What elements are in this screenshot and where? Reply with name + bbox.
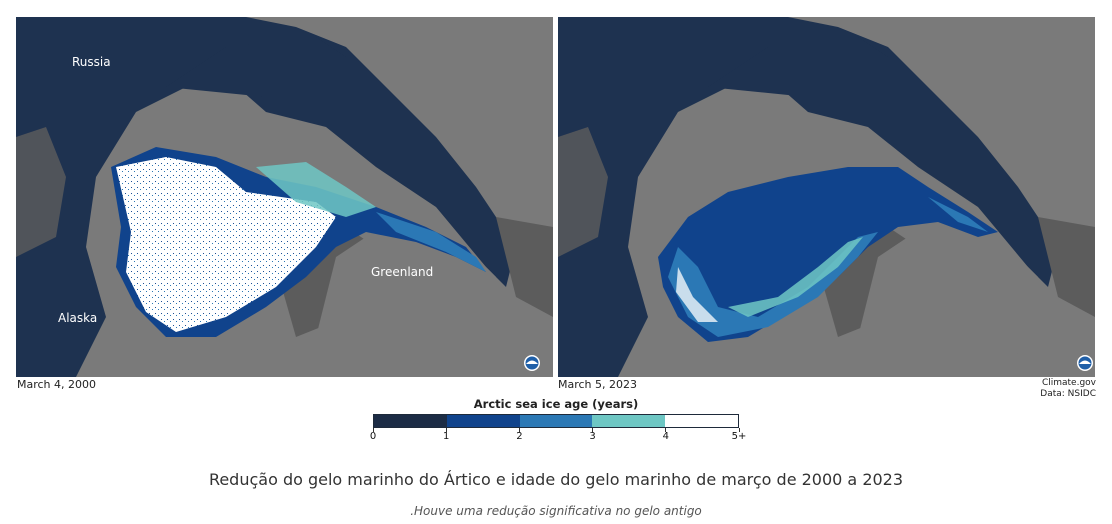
legend-color-bar — [373, 414, 739, 428]
legend-tick-label: 0 — [369, 431, 377, 442]
legend-segment — [665, 415, 738, 427]
label-greenland: Greenland — [371, 265, 434, 279]
legend-tick-mark — [665, 428, 667, 432]
date-label-2000: March 4, 2000 — [17, 378, 97, 391]
arctic-map-2000 — [16, 17, 553, 377]
figure-subcaption: .Houve uma redução significativa no gelo… — [410, 504, 702, 518]
legend-tick-label: 4 — [662, 431, 669, 442]
legend-tick-mark — [738, 428, 740, 432]
noaa-logo — [1077, 355, 1093, 371]
label-alaska: Alaska — [58, 311, 98, 325]
credit-nsidc: Data: NSIDC — [1040, 389, 1096, 399]
legend-tick-mark — [518, 428, 520, 432]
legend-segment — [374, 415, 447, 427]
credit-climate-gov: Climate.gov — [1041, 378, 1096, 388]
legend-segment — [519, 415, 593, 427]
legend-segment — [446, 415, 520, 427]
legend-segment — [592, 415, 666, 427]
legend-tick-mark — [372, 428, 374, 432]
legend-title: Arctic sea ice age (years) — [473, 397, 639, 411]
sea-ice-extent-2000 — [111, 147, 486, 337]
legend-tick-mark — [445, 428, 447, 432]
figure-caption: Redução do gelo marinho do Ártico e idad… — [208, 470, 904, 489]
legend-tick-label: 3 — [589, 431, 596, 442]
label-russia: Russia — [72, 55, 111, 69]
legend-tick-label: 2 — [516, 431, 523, 442]
date-label-2023: March 5, 2023 — [558, 378, 638, 391]
legend-tick-label: 5+ — [731, 431, 747, 442]
sea-ice-extent-2023 — [658, 167, 998, 342]
source-credit: Climate.gov Data: NSIDC — [1040, 378, 1096, 400]
legend-tick-label: 1 — [443, 431, 450, 442]
legend-tick-mark — [592, 428, 594, 432]
arctic-map-2023 — [558, 17, 1095, 377]
noaa-logo — [524, 355, 540, 371]
map-panel-2000: Russia Greenland Alaska — [16, 17, 553, 377]
map-panel-2023 — [558, 17, 1095, 377]
